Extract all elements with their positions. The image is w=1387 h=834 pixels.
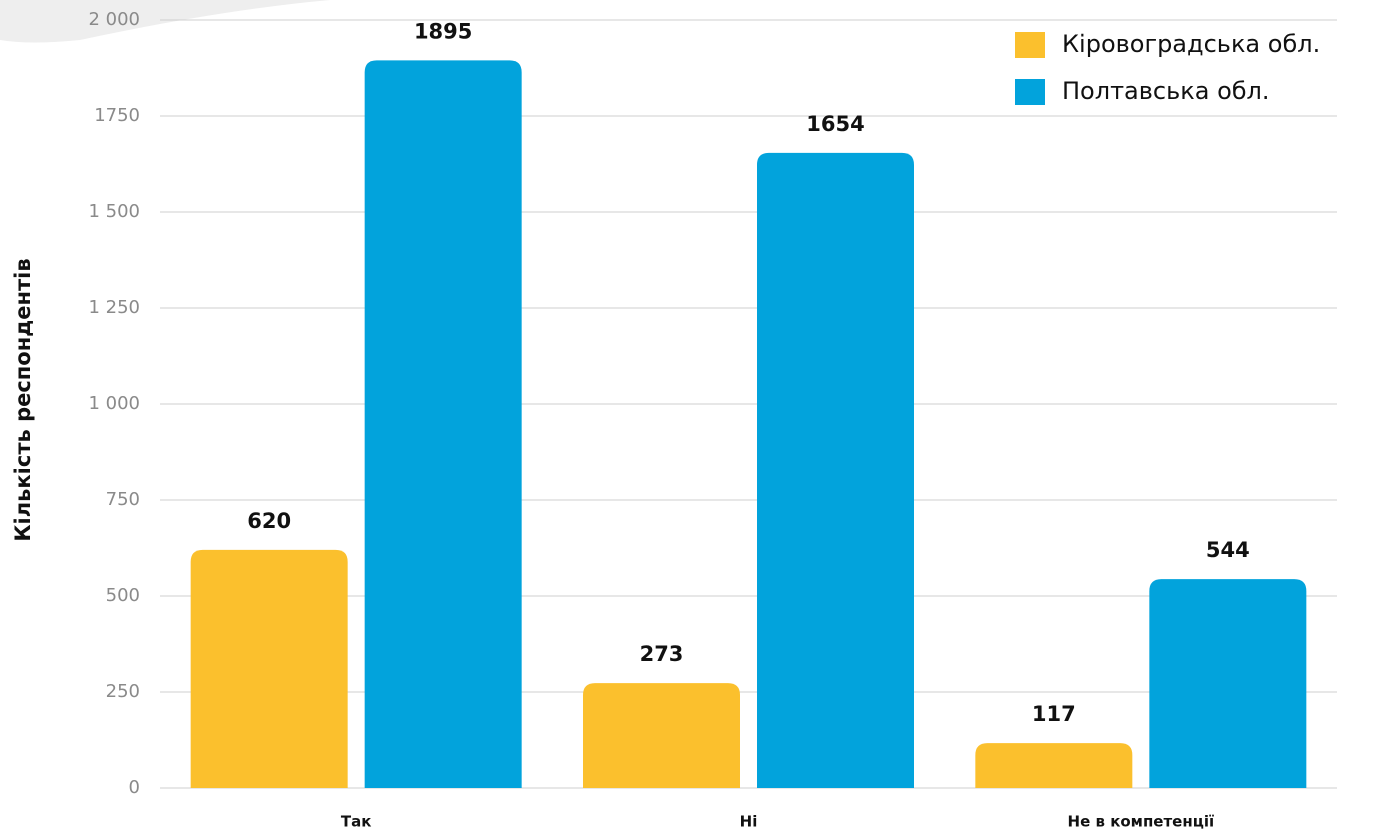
y-tick-label: 1 000 [88,393,140,414]
legend-label: Полтавська обл. [1062,77,1270,105]
y-tick-label: 250 [106,681,140,702]
value-label: 1654 [806,112,864,136]
bar [190,549,348,788]
legend-label: Кіровоградська обл. [1062,30,1320,58]
y-tick-label: 0 [129,777,140,798]
y-tick-label: 1 500 [88,201,140,222]
y-tick-label: 1750 [94,105,140,126]
x-tick-label: Так [341,813,372,831]
x-tick-label: Ні [740,813,758,831]
bar [583,683,740,788]
y-tick-label: 1 250 [88,297,140,318]
legend-swatch [1015,79,1045,105]
y-axis-title: Кількість респондентів [11,258,35,541]
decoration [0,0,330,43]
value-label: 544 [1206,538,1250,562]
value-label: 117 [1032,702,1076,726]
bar [364,60,522,788]
y-tick-label: 500 [106,585,140,606]
value-label: 273 [640,642,684,666]
value-label: 1895 [414,19,472,43]
y-tick-label: 2 000 [88,9,140,30]
y-tick-label: 750 [106,489,140,510]
x-tick-label: Не в компетенції [1068,813,1215,831]
bar [757,152,914,788]
bar [1149,579,1307,788]
legend-swatch [1015,32,1045,58]
bar [975,743,1133,788]
value-label: 620 [247,509,291,533]
